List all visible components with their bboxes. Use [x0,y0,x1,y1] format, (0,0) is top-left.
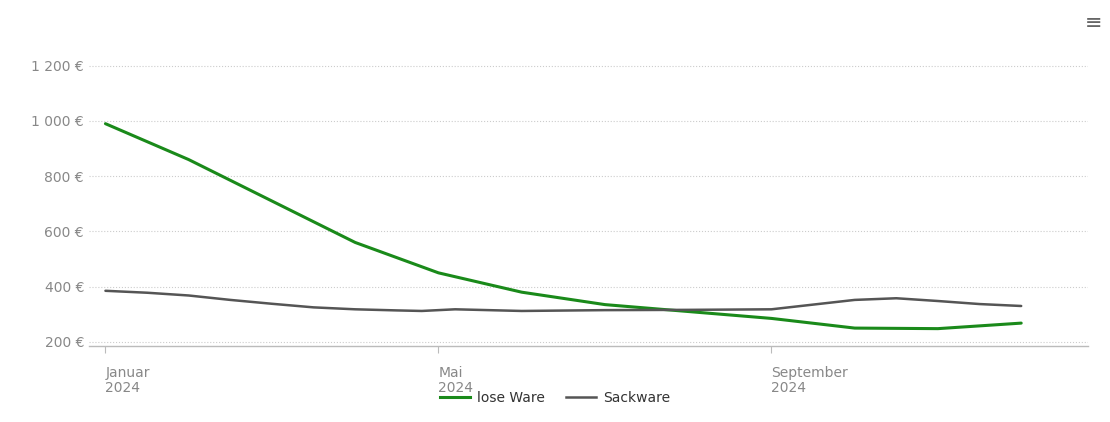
Text: Mai: Mai [438,366,463,380]
Text: September: September [771,366,848,380]
Legend: lose Ware, Sackware: lose Ware, Sackware [434,386,676,411]
Text: 2024: 2024 [105,381,141,395]
Text: Januar: Januar [105,366,150,380]
Text: ≡: ≡ [1084,13,1102,32]
Text: 2024: 2024 [438,381,474,395]
Text: 2024: 2024 [771,381,807,395]
